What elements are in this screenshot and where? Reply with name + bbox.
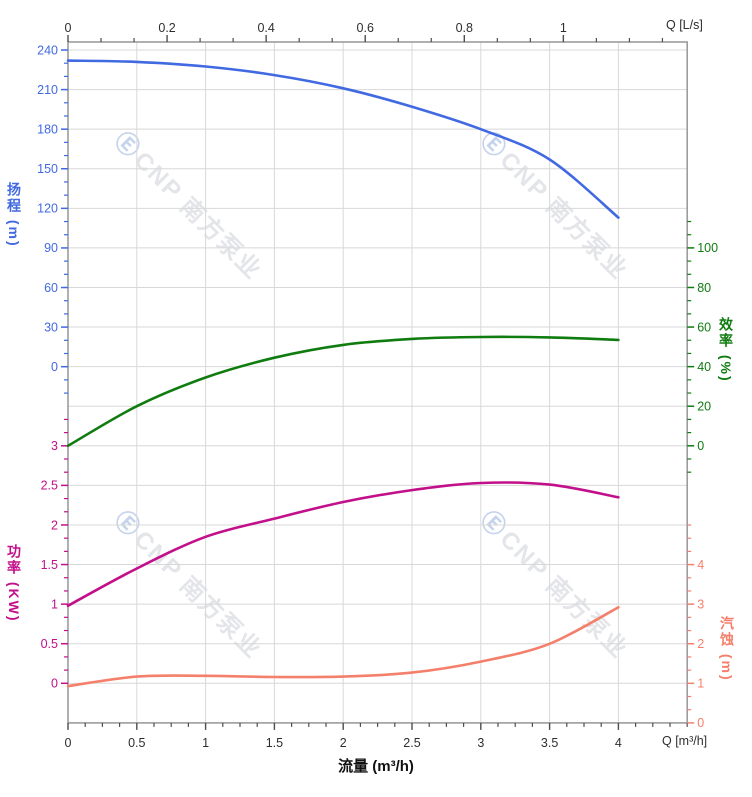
npsh-axis: 0 1 2 3 4 [687,524,704,730]
svg-text:1.5: 1.5 [266,736,283,750]
svg-text:150: 150 [37,162,58,176]
svg-text:4: 4 [615,736,622,750]
svg-text:1: 1 [202,736,209,750]
svg-text:2: 2 [51,518,58,532]
svg-text:2.5: 2.5 [403,736,420,750]
svg-text:40: 40 [697,360,711,374]
efficiency-axis-title: 效率 (%) [718,317,734,383]
svg-text:100: 100 [697,241,718,255]
head-axis-title: 扬程 (m) [6,182,22,248]
svg-text:240: 240 [37,43,58,57]
top-axis: 0 0.2 0.4 0.6 0.8 1 [65,21,664,42]
svg-text:1.5: 1.5 [41,558,58,572]
svg-text:180: 180 [37,122,58,136]
svg-text:3: 3 [477,736,484,750]
svg-text:120: 120 [37,202,58,216]
svg-text:60: 60 [44,281,58,295]
flow-axis-title: 流量 (m³/h) [338,758,414,775]
power-axis: 0 0.5 1 1.5 2 2.5 3 [41,418,68,691]
svg-text:0: 0 [51,360,58,374]
svg-text:80: 80 [697,281,711,295]
svg-text:0.6: 0.6 [357,21,374,35]
svg-text:3: 3 [697,597,704,611]
svg-text:4: 4 [697,558,704,572]
svg-text:0: 0 [51,677,58,691]
svg-text:0: 0 [697,439,704,453]
svg-text:20: 20 [697,400,711,414]
curve-efficiency [66,335,620,448]
head-axis: 0 30 60 90 120 150 180 210 240 [37,43,68,394]
bottom-axis: 0 0.5 1 1.5 2 2.5 3 3.5 4 [65,722,688,750]
svg-text:0.5: 0.5 [128,736,145,750]
svg-text:210: 210 [37,83,58,97]
curve-power [66,481,620,608]
svg-text:3.5: 3.5 [541,736,558,750]
svg-text:0.4: 0.4 [257,21,274,35]
curve-head [66,59,620,219]
svg-text:1: 1 [697,677,704,691]
svg-text:0: 0 [697,716,704,730]
svg-text:0.5: 0.5 [41,637,58,651]
svg-text:2: 2 [340,736,347,750]
svg-text:60: 60 [697,320,711,334]
svg-text:1: 1 [560,21,567,35]
efficiency-axis: 0 20 40 60 80 100 [687,220,718,473]
curve-npsh [66,606,620,688]
bottom-axis-unit-label: Q [m³/h] [662,734,708,748]
svg-text:0.2: 0.2 [158,21,175,35]
svg-text:3: 3 [51,439,58,453]
npsh-axis-title: 汽蚀 (m) [719,616,735,682]
svg-text:2: 2 [697,637,704,651]
top-axis-unit-label: Q [L/s] [666,18,703,32]
svg-text:30: 30 [44,320,58,334]
svg-text:0: 0 [65,736,72,750]
power-axis-title: 功率 (KW) [6,544,22,623]
svg-text:1: 1 [51,597,58,611]
svg-text:90: 90 [44,241,58,255]
gridlines [68,42,688,723]
svg-text:0.8: 0.8 [456,21,473,35]
svg-text:0: 0 [65,21,72,35]
svg-text:2.5: 2.5 [41,479,58,493]
